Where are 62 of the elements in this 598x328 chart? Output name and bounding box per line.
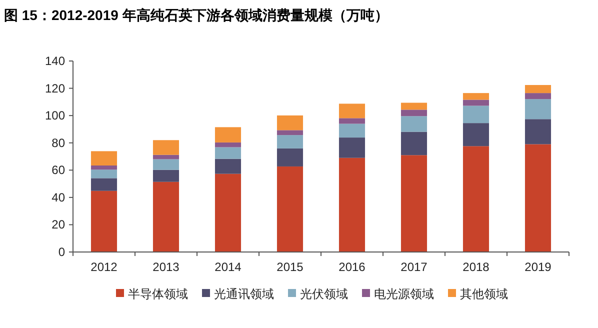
y-tick-label: 80 — [52, 136, 66, 150]
x-tick-label: 2018 — [462, 260, 490, 274]
bar — [90, 166, 118, 170]
bar — [400, 132, 428, 156]
bar — [462, 146, 490, 252]
bar — [338, 118, 366, 124]
bar — [152, 170, 180, 182]
bar — [152, 159, 180, 170]
chart-title: 图 15：2012-2019 年高纯石英下游各领域消费量规模（万吨） — [4, 7, 388, 23]
legend-label: 半导体领域 — [128, 287, 188, 301]
bar — [524, 119, 552, 144]
bar — [276, 148, 304, 166]
x-tick-label: 2017 — [400, 260, 428, 274]
bar — [400, 155, 428, 252]
bar — [276, 135, 304, 148]
x-tick-label: 2012 — [90, 260, 118, 274]
bar — [90, 190, 118, 252]
bar — [462, 106, 490, 124]
bar — [462, 123, 490, 146]
bar — [338, 158, 366, 252]
bar — [214, 147, 242, 159]
bar — [90, 178, 118, 191]
bar — [90, 170, 118, 178]
bar — [462, 93, 490, 100]
legend-label: 其他领域 — [460, 287, 508, 301]
bar — [276, 130, 304, 136]
y-tick-label: 40 — [52, 190, 66, 204]
y-tick-label: 20 — [52, 218, 66, 232]
y-tick-label: 120 — [44, 81, 66, 96]
bar — [152, 182, 180, 252]
legend-label: 光通讯领域 — [214, 287, 274, 301]
bar — [338, 104, 366, 118]
legend-label: 电光源领域 — [374, 287, 434, 301]
bar — [90, 151, 118, 166]
bar — [214, 142, 242, 148]
bar — [338, 138, 366, 158]
bar — [400, 110, 428, 116]
x-tick-label: 2014 — [214, 260, 242, 274]
bar — [400, 116, 428, 132]
bar — [276, 115, 304, 130]
bar — [214, 174, 242, 252]
bar — [152, 140, 180, 155]
bar — [524, 93, 552, 100]
bar — [524, 99, 552, 120]
bar — [524, 85, 552, 94]
x-tick-label: 2016 — [338, 260, 366, 274]
bar — [338, 124, 366, 138]
bar — [214, 127, 242, 142]
bar — [400, 102, 428, 110]
bar — [524, 144, 552, 252]
x-tick-label: 2013 — [152, 260, 180, 274]
bar — [276, 166, 304, 252]
bar — [214, 158, 242, 174]
y-tick-label: 60 — [52, 163, 66, 178]
bar — [462, 100, 490, 106]
legend-label: 光伏领域 — [300, 287, 348, 301]
x-tick-label: 2019 — [524, 260, 552, 274]
y-tick-label: 100 — [44, 108, 66, 123]
x-tick-label: 2015 — [276, 260, 304, 274]
y-tick-label: 140 — [44, 54, 66, 68]
bar — [152, 154, 180, 160]
y-tick-label: 0 — [58, 245, 66, 259]
